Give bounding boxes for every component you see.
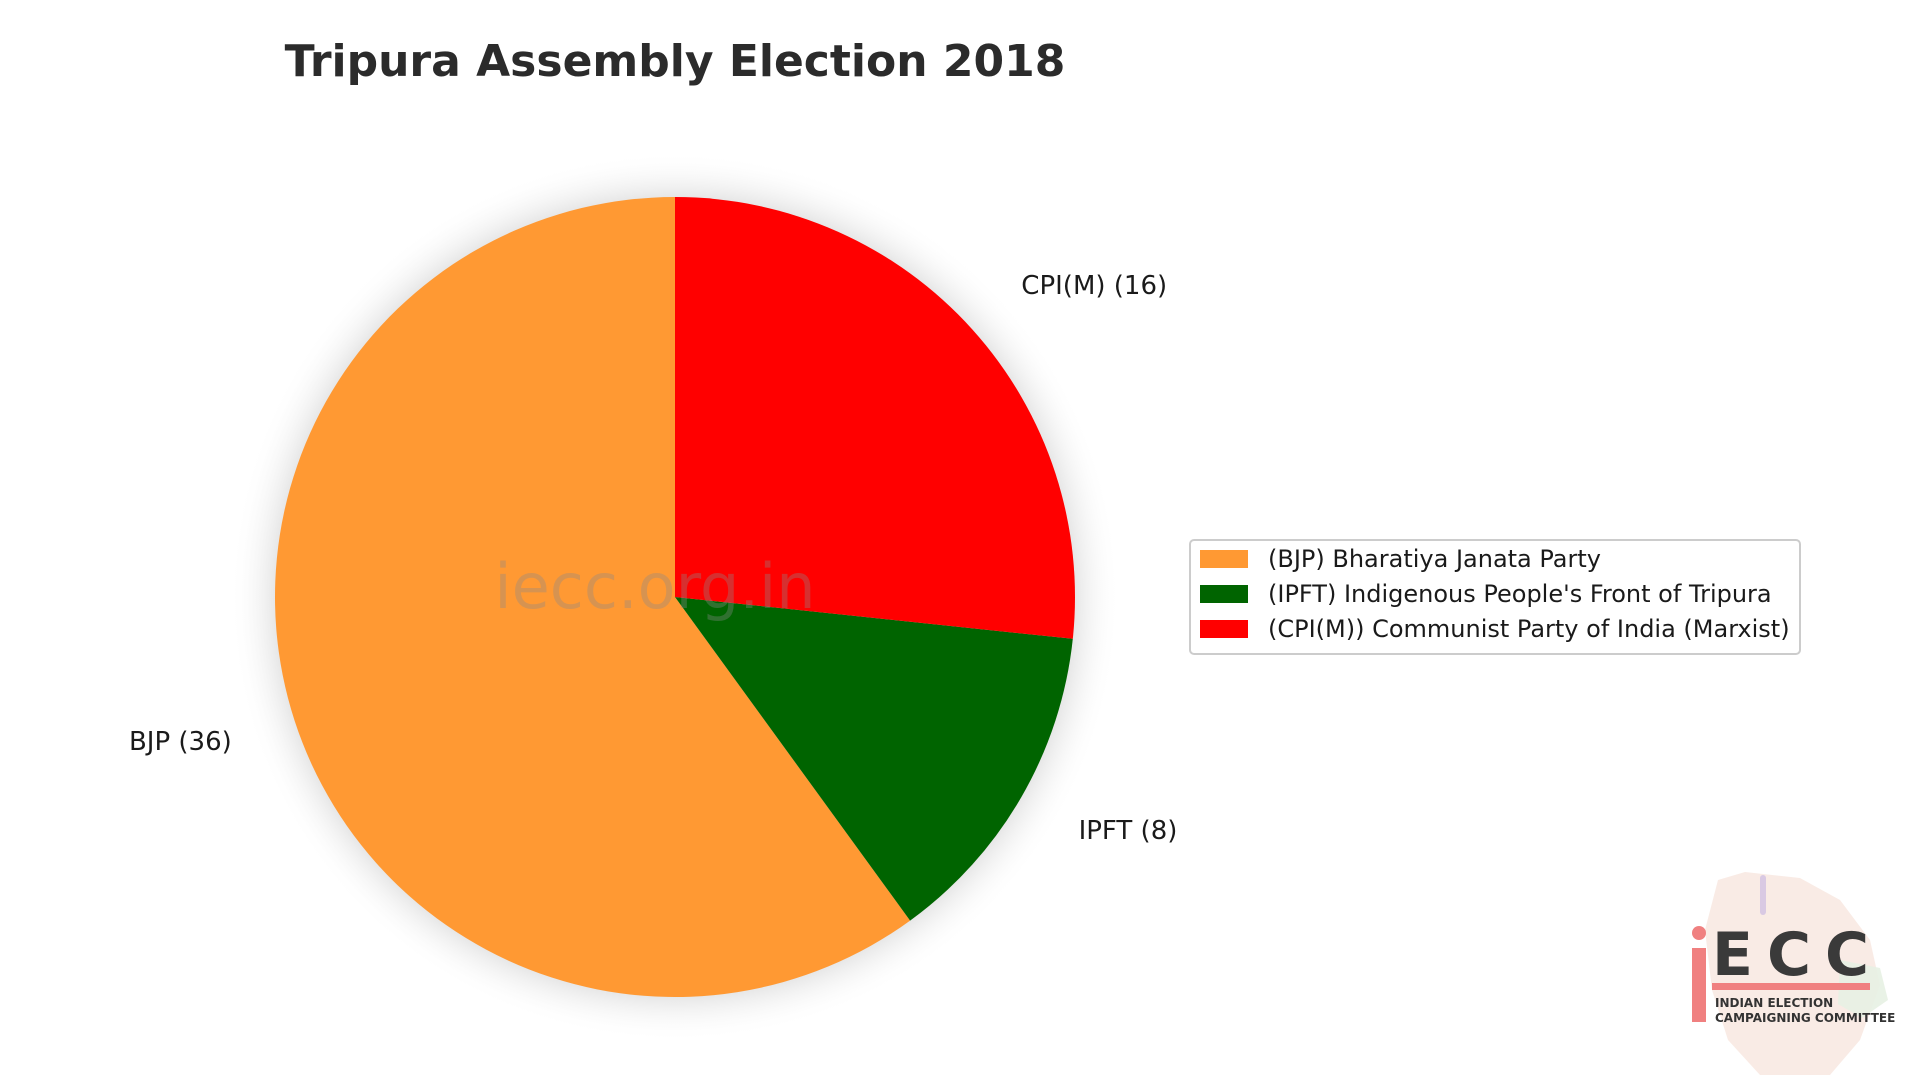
logo-subtitle-line1: INDIAN ELECTION — [1715, 996, 1833, 1010]
pie-slice-cpi-m — [675, 197, 1075, 639]
slice-label-cpi-m: CPI(M) (16) — [1021, 271, 1167, 301]
legend-label-cpi-m: (CPI(M)) Communist Party of India (Marxi… — [1268, 615, 1790, 643]
legend-swatch-bjp — [1200, 550, 1248, 568]
iecc-logo: ECC INDIAN ELECTION CAMPAIGNING COMMITTE… — [1692, 872, 1895, 1075]
india-map-icon — [1705, 872, 1880, 1075]
legend-label-bjp: (BJP) Bharatiya Janata Party — [1268, 545, 1601, 573]
logo-bar — [1692, 948, 1706, 1022]
watermark-text: iecc.org.in — [494, 550, 815, 623]
slice-label-bjp: BJP (36) — [129, 727, 232, 757]
logo-word: ECC — [1712, 920, 1883, 990]
legend-frame — [1189, 539, 1801, 655]
legend: (BJP) Bharatiya Janata Party (IPFT) Indig… — [1189, 539, 1801, 655]
pie-slice-ipft — [675, 597, 1073, 921]
pie-slice-bjp — [275, 197, 911, 998]
legend-label-ipft: (IPFT) Indigenous People's Front of Trip… — [1268, 580, 1772, 608]
chart-title: Tripura Assembly Election 2018 — [285, 36, 1066, 87]
logo-subtitle-line2: CAMPAIGNING COMMITTEE — [1715, 1011, 1895, 1025]
logo-dot — [1692, 926, 1706, 940]
legend-swatch-ipft — [1200, 585, 1248, 603]
logo-underline — [1712, 983, 1870, 990]
voting-finger-icon — [1760, 875, 1766, 915]
pie-slices — [275, 197, 1075, 998]
slice-label-ipft: IPFT (8) — [1079, 816, 1178, 846]
pie-slice-labels: BJP (36) IPFT (8) CPI(M) (16) — [129, 271, 1177, 846]
legend-swatch-cpi-m — [1200, 620, 1248, 638]
